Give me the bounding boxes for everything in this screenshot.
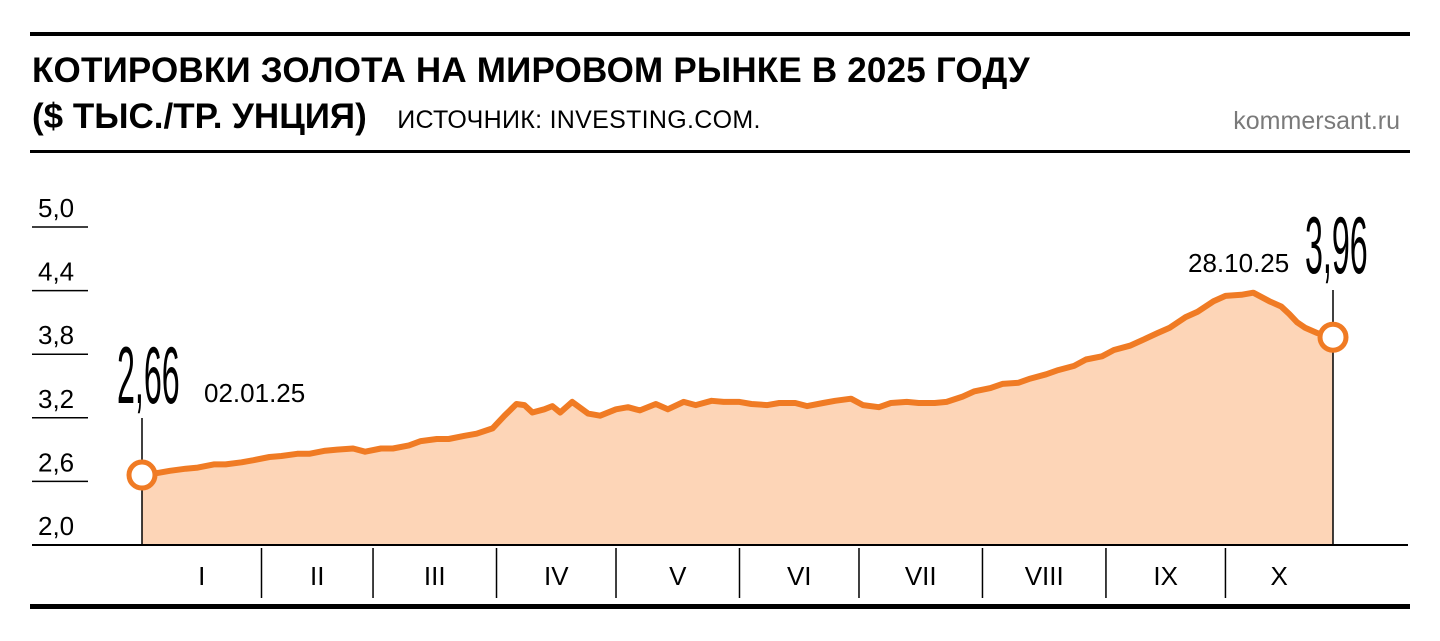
y-tick-label: 5,0	[38, 193, 74, 223]
chart-units: ($ ТЫС./ТР. УНЦИЯ)	[32, 97, 367, 136]
annotations: 2,66 02.01.25 28.10.25 3,96	[117, 201, 1368, 545]
chart-title: КОТИРОВКИ ЗОЛОТА НА МИРОВОМ РЫНКЕ В 2025…	[32, 51, 1030, 90]
end-value-label: 3,96	[1305, 201, 1368, 292]
y-tick-label: 2,6	[38, 447, 74, 477]
end-date-label: 28.10.25	[1188, 248, 1289, 278]
top-rule	[30, 32, 1410, 36]
y-tick-label: 2,0	[38, 511, 74, 541]
month-label: X	[1271, 561, 1288, 591]
price-line	[139, 289, 1336, 478]
month-label: III	[424, 561, 446, 591]
site-credit: kommersant.ru	[1233, 107, 1400, 135]
x-axis: I II III IV V VI VII VIII IX X	[32, 544, 1408, 598]
start-value-label: 2,66	[117, 331, 180, 422]
chart-source: ИСТОЧНИК: INVESTING.COM.	[397, 106, 761, 134]
subtitle-row: ($ ТЫС./ТР. УНЦИЯ) ИСТОЧНИК: INVESTING.C…	[32, 98, 761, 136]
month-label: V	[669, 561, 687, 591]
y-axis: 5,0 4,4 3,8 3,2 2,6 2,0	[32, 193, 88, 546]
month-label: VIII	[1025, 561, 1064, 591]
start-marker	[126, 459, 158, 491]
plot-area	[139, 289, 1336, 545]
y-tick-label: 4,4	[38, 257, 74, 287]
month-label: II	[310, 561, 324, 591]
month-label: I	[198, 561, 205, 591]
header-rule	[30, 150, 1410, 153]
month-label: VI	[787, 561, 812, 591]
y-tick-label: 3,2	[38, 384, 74, 414]
end-marker	[1317, 321, 1349, 353]
bottom-rule	[30, 604, 1410, 609]
month-label: IV	[544, 561, 569, 591]
area-fill	[142, 292, 1333, 545]
month-label: IX	[1153, 561, 1178, 591]
y-tick-label: 3,8	[38, 320, 74, 350]
month-label: VII	[905, 561, 937, 591]
start-date-label: 02.01.25	[204, 378, 305, 408]
